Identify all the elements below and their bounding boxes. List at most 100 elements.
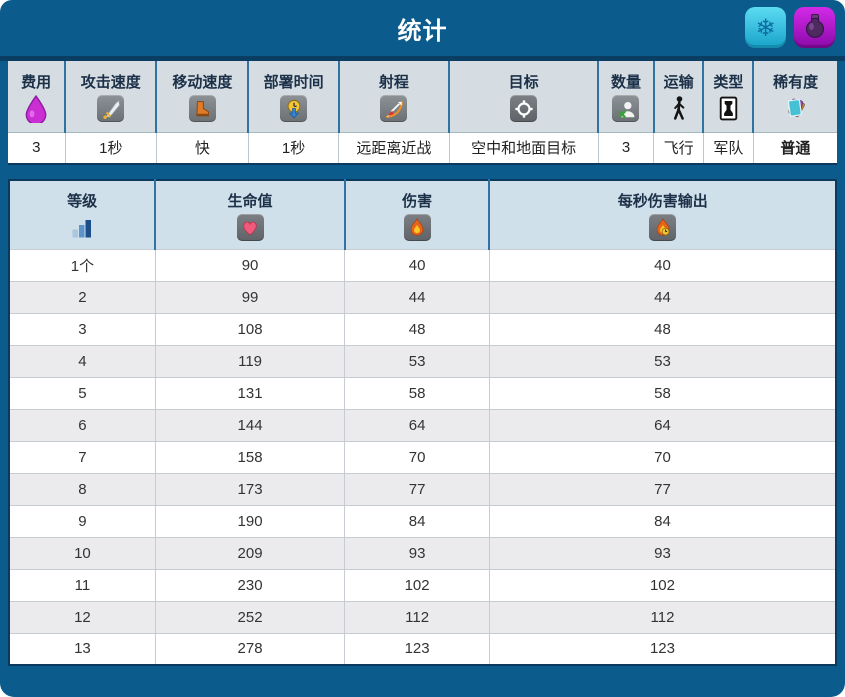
- level-header-row: 等级 生命值: [9, 180, 836, 249]
- column-deploy-time: 部署时间: [247, 61, 339, 132]
- hitpoints-cell: 173: [154, 472, 345, 505]
- column-count: 数量: [597, 61, 654, 132]
- dps-cell: 58: [488, 376, 836, 409]
- damage-cell: 84: [344, 504, 490, 537]
- level-row: 10 209 93 93: [9, 536, 836, 569]
- title-buttons: ❄: [745, 7, 835, 48]
- page-title: 统计: [397, 17, 448, 45]
- dps-cell: 102: [488, 568, 836, 601]
- dps-cell: 48: [488, 312, 836, 345]
- target-value: 空中和地面目标: [448, 131, 599, 164]
- level-row: 3 108 48 48: [9, 312, 836, 345]
- level-cell: 6: [9, 408, 156, 441]
- column-attack-speed: 攻击速度: [64, 61, 157, 132]
- level-bars-icon: [69, 214, 96, 241]
- column-label: 部署时间: [263, 74, 324, 92]
- dps-cell: 44: [488, 280, 836, 313]
- elixir-icon: [23, 94, 50, 123]
- column-label: 攻击速度: [80, 74, 141, 92]
- range-value: 远距离近战: [338, 131, 449, 164]
- type-value-link[interactable]: 军队: [702, 131, 754, 164]
- dps-cell: 53: [488, 344, 836, 377]
- move-speed-value: 快: [155, 131, 249, 164]
- level-row: 2 99 44 44: [9, 280, 836, 313]
- stats-table: 费用 攻击速度: [8, 61, 837, 165]
- damage-cell: 77: [344, 472, 490, 505]
- column-target: 目标: [447, 61, 599, 132]
- damage-cell: 44: [344, 280, 490, 313]
- sword-icon: [97, 95, 125, 123]
- hitpoints-cell: 144: [154, 408, 345, 441]
- title-bar: 统计 ❄: [0, 0, 845, 56]
- column-label: 每秒伤害输出: [617, 192, 708, 210]
- dps-cell: 112: [488, 600, 836, 633]
- column-cost: 费用: [8, 61, 66, 132]
- divider: [0, 56, 845, 61]
- heart-icon: [236, 213, 264, 241]
- hitpoints-cell: 119: [154, 344, 345, 377]
- damage-cell: 70: [344, 440, 490, 473]
- snowflake-icon-button[interactable]: ❄: [745, 7, 786, 48]
- level-cell: 9: [9, 504, 156, 537]
- damage-cell: 123: [344, 632, 490, 665]
- snowflake-icon: ❄: [755, 13, 776, 42]
- hitpoints-cell: 99: [154, 280, 345, 313]
- count-value: 3: [597, 131, 654, 164]
- hitpoints-cell: 90: [154, 248, 345, 281]
- column-label: 等级: [67, 192, 98, 210]
- column-move-speed: 移动速度: [155, 61, 249, 132]
- hitpoints-cell: 131: [154, 376, 345, 409]
- damage-cell: 40: [344, 248, 490, 281]
- level-cell: 7: [9, 440, 156, 473]
- hitpoints-cell: 278: [154, 632, 345, 665]
- column-label: 射程: [378, 74, 409, 92]
- level-cell: 2: [9, 280, 156, 313]
- column-level: 等级: [9, 180, 156, 249]
- level-row: 5 131 58 58: [9, 376, 836, 409]
- level-row: 9 190 84 84: [9, 504, 836, 537]
- cost-value: 3: [8, 131, 66, 164]
- level-cell: 5: [9, 376, 156, 409]
- hitpoints-cell: 158: [154, 440, 345, 473]
- level-cell: 1个: [9, 248, 156, 281]
- column-label: 类型: [713, 74, 744, 92]
- dps-cell: 84: [488, 504, 836, 537]
- level-cell: 11: [9, 568, 156, 601]
- transport-value: 飞行: [653, 131, 704, 164]
- flame-clock-icon: [649, 213, 677, 241]
- level-table: 等级 生命值: [8, 179, 837, 666]
- hitpoints-cell: 252: [154, 600, 345, 633]
- dps-cell: 77: [488, 472, 836, 505]
- hitpoints-cell: 230: [154, 568, 345, 601]
- level-cell: 10: [9, 536, 156, 569]
- damage-cell: 53: [344, 344, 490, 377]
- target-icon: [510, 95, 538, 123]
- level-row: 4 119 53 53: [9, 344, 836, 377]
- column-label: 移动速度: [172, 74, 233, 92]
- column-range: 射程: [337, 61, 449, 132]
- column-label: 生命值: [227, 192, 273, 210]
- deploy-time-value: 1秒: [247, 131, 339, 164]
- level-cell: 8: [9, 472, 156, 505]
- dps-cell: 93: [488, 536, 836, 569]
- column-label: 目标: [508, 74, 539, 92]
- level-row: 1个 90 40 40: [9, 248, 836, 281]
- level-cell: 3: [9, 312, 156, 345]
- column-label: 稀有度: [773, 74, 819, 92]
- level-cell: 13: [9, 632, 156, 665]
- column-label: 费用: [21, 74, 52, 92]
- damage-cell: 93: [344, 536, 490, 569]
- rarity-icon: [782, 95, 809, 122]
- column-type: 类型: [702, 61, 754, 132]
- column-label: 伤害: [402, 192, 433, 210]
- attack-speed-value: 1秒: [64, 131, 157, 164]
- level-cell: 12: [9, 600, 156, 633]
- potion-icon-button[interactable]: [794, 7, 835, 48]
- damage-cell: 64: [344, 408, 490, 441]
- damage-cell: 112: [344, 600, 490, 633]
- deploy-time-icon: [280, 95, 308, 123]
- hitpoints-cell: 108: [154, 312, 345, 345]
- column-transport: 运输: [652, 61, 704, 132]
- level-table-body: 1个 90 40 40 2 99 44 44 3 108 48 48 4 119 53 53 5 131 58 58 6…: [9, 248, 836, 665]
